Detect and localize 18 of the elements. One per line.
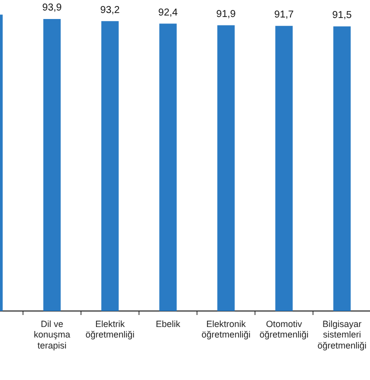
bar [101,21,119,311]
x-tick-label: Ebelik [156,318,181,329]
x-tick-label: Otomotiv öğretmenliği [259,318,309,340]
x-tick-label: Elektrik öğretmenliği [85,318,135,340]
bar [217,25,235,311]
data-label: 92,4 [158,7,178,18]
data-label: 91,5 [332,10,352,22]
x-tick-label: Elektronik öğretmenliği [201,318,251,340]
bar [275,26,293,311]
data-label: 91,9 [216,8,236,20]
bar [43,18,61,311]
x-tick-label: Bilgisayar sistemleri öğretmenliği [317,318,367,350]
data-label: 93,2 [100,4,120,16]
data-label: 93,9 [42,2,62,14]
x-tick-label: Dil ve konuşma terapisi [34,318,70,350]
bar [159,24,177,311]
data-label: 91,7 [274,10,294,21]
bar [333,26,351,311]
